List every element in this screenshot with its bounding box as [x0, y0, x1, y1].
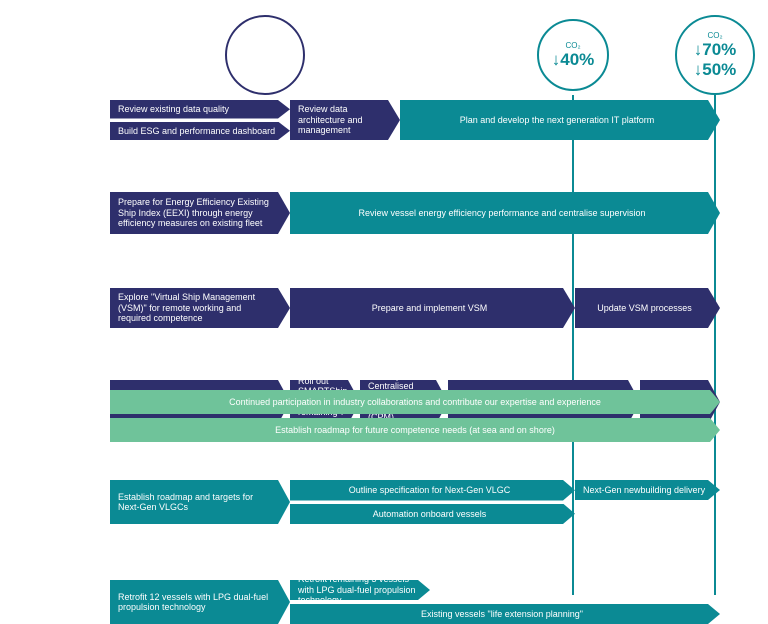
roadmap-box: Plan and develop the next generation IT … — [400, 100, 720, 140]
roadmap-box: Retrofit 12 vessels with LPG dual-fuel p… — [110, 580, 290, 624]
roadmap-box: Prepare for Energy Efficiency Existing S… — [110, 192, 290, 234]
roadmap-box: Prepare and implement VSM — [290, 288, 575, 328]
roadmap-box: Explore "Virtual Ship Management (VSM)" … — [110, 288, 290, 328]
roadmap-box: Review existing data quality — [110, 100, 290, 119]
roadmap-stack: Review existing data quality Build ESG an… — [110, 100, 290, 140]
roadmap-box: Next-Gen newbuilding delivery — [575, 480, 720, 500]
roadmap-row-4: Establish roadmap and targets for Next-G… — [110, 480, 750, 524]
roadmap-box: Automation onboard vessels — [290, 504, 575, 525]
roadmap-row-5: Retrofit 12 vessels with LPG dual-fuel p… — [110, 580, 750, 624]
roadmap-box: Outline specification for Next-Gen VLGC — [290, 480, 575, 501]
roadmap-box: Review vessel energy efficiency performa… — [290, 192, 720, 234]
roadmap-green-row-0: Continued participation in industry coll… — [110, 390, 720, 414]
milestone-text: ↓40% — [552, 50, 595, 70]
roadmap-box: Establish roadmap and targets for Next-G… — [110, 480, 290, 524]
milestone-text: CO₂ — [707, 31, 722, 40]
roadmap-stack: Outline specification for Next-Gen VLGC A… — [290, 480, 575, 524]
milestone-circle-2: CO₂↓70%↓50% — [675, 15, 755, 95]
roadmap-row-1: Prepare for Energy Efficiency Existing S… — [110, 192, 750, 234]
roadmap-box: Build ESG and performance dashboard — [110, 122, 290, 141]
roadmap-row-2: Explore "Virtual Ship Management (VSM)" … — [110, 288, 750, 328]
roadmap-chart: Review existing data quality Build ESG an… — [110, 100, 750, 390]
roadmap-box: Retrofit remaining 3 vessels with LPG du… — [290, 580, 430, 600]
roadmap-box: Review data architecture and management — [290, 100, 400, 140]
milestone-circle-1: CO₂↓40% — [537, 19, 609, 91]
milestone-text: ↓50% — [694, 60, 737, 80]
roadmap-box: Existing vessels "life extension plannin… — [290, 604, 720, 624]
roadmap-green-row-1: Establish roadmap for future competence … — [110, 418, 720, 442]
milestone-circle-0 — [225, 15, 305, 95]
roadmap-row-0: Review existing data quality Build ESG an… — [110, 100, 750, 140]
milestone-text: ↓70% — [694, 40, 737, 60]
milestone-text: CO₂ — [565, 41, 580, 50]
roadmap-box: Update VSM processes — [575, 288, 720, 328]
